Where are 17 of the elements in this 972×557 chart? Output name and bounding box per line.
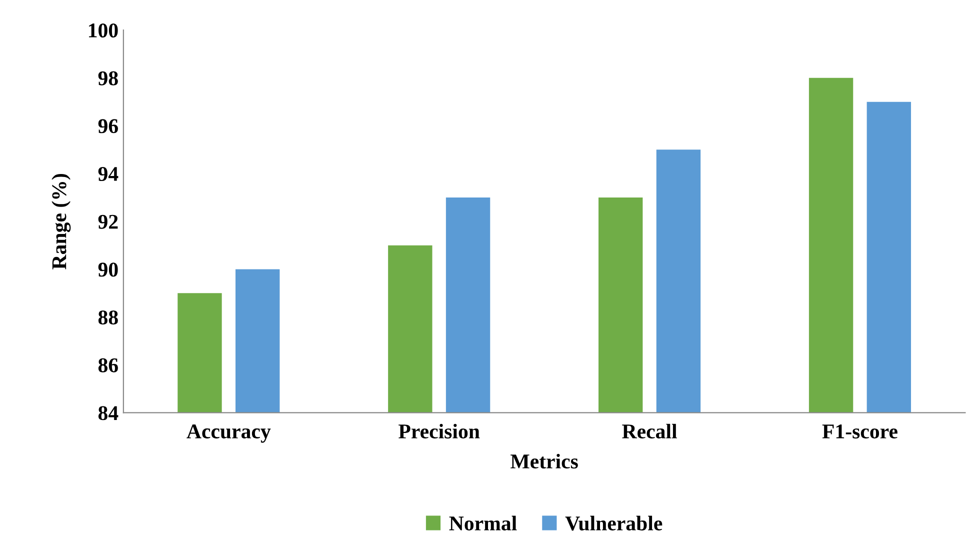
y-tick-label: 94 — [98, 167, 118, 182]
x-tick-label: Accuracy — [186, 424, 271, 443]
y-tick-label: 88 — [98, 310, 118, 325]
x-tick-label: Recall — [622, 424, 677, 439]
x-tick-label: F1-score — [822, 424, 898, 439]
y-tick-label: 84 — [98, 406, 118, 420]
y-tick-label: 86 — [98, 358, 118, 372]
y-tick-label: 90 — [98, 262, 118, 277]
legend-label: Normal — [449, 516, 517, 530]
y-tick-label: 100 — [89, 23, 118, 38]
y-tick-label: 92 — [98, 214, 118, 229]
x-axis-title: Metrics — [510, 454, 578, 469]
x-tick-label: Precision — [398, 424, 480, 439]
y-tick-label: 96 — [98, 119, 118, 134]
y-tick-label: 98 — [98, 71, 118, 86]
legend-label: Vulnerable — [565, 516, 662, 531]
y-axis-title: Range (%) — [52, 174, 71, 270]
